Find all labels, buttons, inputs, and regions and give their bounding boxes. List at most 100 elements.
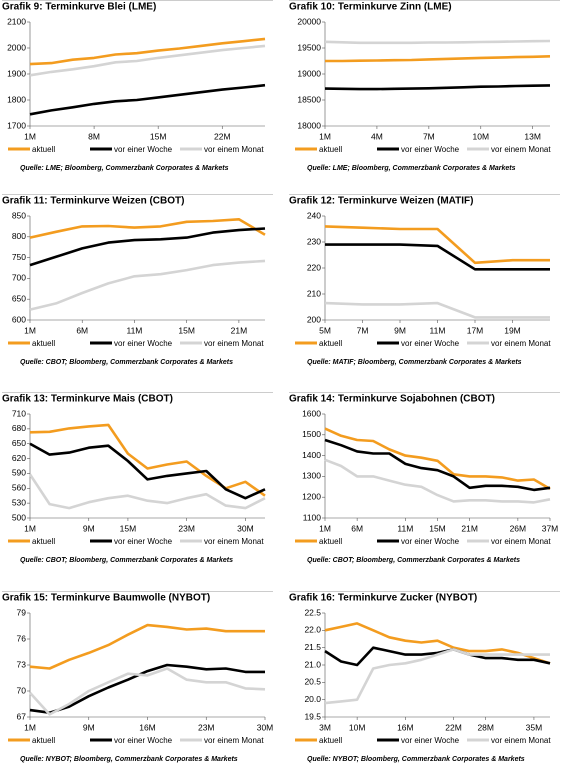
y-tick-label: 2000 <box>7 42 26 52</box>
y-tick-label: 73 <box>17 659 27 669</box>
source-note: Quelle: MATIF; Bloomberg, Commerzbank Co… <box>307 359 522 366</box>
legend-label: aktuell <box>319 537 342 546</box>
x-tick-label: 15M <box>429 523 446 533</box>
series-line <box>324 39 551 45</box>
legend-label: aktuell <box>32 339 55 348</box>
series-line <box>324 646 551 667</box>
legend-label: vor einem Monat <box>204 736 264 745</box>
y-tick-label: 76 <box>17 633 27 643</box>
x-tick-label: 1M <box>319 523 331 533</box>
series-line <box>324 458 551 504</box>
series-line <box>29 44 266 77</box>
x-tick-label: 7M <box>357 325 369 335</box>
legend-label: aktuell <box>319 339 342 348</box>
x-tick-label: 15M <box>150 131 167 141</box>
y-tick-label: 2100 <box>7 16 26 26</box>
y-tick-label: 22.0 <box>304 625 321 635</box>
series-line <box>324 427 551 491</box>
legend-label: vor einem Monat <box>491 339 551 348</box>
x-tick-label: 9M <box>83 523 95 533</box>
source-note: Quelle: CBOT; Bloomberg, Commerzbank Cor… <box>20 359 233 366</box>
y-tick-label: 560 <box>12 483 26 493</box>
y-tick-label: 19500 <box>297 42 321 52</box>
x-tick-label: 6M <box>76 325 88 335</box>
legend-label: aktuell <box>32 145 55 154</box>
legend-label: vor einem Monat <box>491 145 551 154</box>
y-tick-label: 700 <box>12 273 26 283</box>
x-tick-label: 8M <box>88 131 100 141</box>
y-tick-label: 650 <box>12 438 26 448</box>
y-tick-label: 230 <box>307 236 321 246</box>
x-tick-label: 21M <box>231 325 248 335</box>
y-tick-label: 22.5 <box>304 607 321 617</box>
legend-label: vor einem Monat <box>204 339 264 348</box>
x-tick-label: 30M <box>237 523 254 533</box>
legend-label: vor einer Woche <box>114 736 173 745</box>
series-line <box>324 84 551 91</box>
legend-label: vor einem Monat <box>204 537 264 546</box>
chart-title: Grafik 12: Terminkurve Weizen (MATIF) <box>289 196 473 207</box>
x-tick-label: 1M <box>24 131 36 141</box>
x-tick-label: 1M <box>319 131 331 141</box>
series-line <box>29 227 266 267</box>
chart-title: Grafik 10: Terminkurve Zinn (LME) <box>289 2 452 13</box>
x-tick-label: 10M <box>472 131 489 141</box>
y-tick-label: 1600 <box>302 408 321 418</box>
legend-label: aktuell <box>319 736 342 745</box>
x-tick-label: 30M <box>257 722 274 732</box>
series-line <box>28 473 266 510</box>
series-line <box>324 622 551 665</box>
x-tick-label: 9M <box>394 325 406 335</box>
y-tick-label: 18500 <box>297 94 321 104</box>
legend-label: vor einem Monat <box>491 537 551 546</box>
x-tick-label: 6M <box>351 523 363 533</box>
y-tick-label: 210 <box>307 288 321 298</box>
series-line <box>325 243 550 271</box>
series-line <box>29 83 266 116</box>
source-note: Quelle: CBOT; Bloomberg, Commerzbank Cor… <box>20 557 233 564</box>
source-note: Quelle: LME; Bloomberg, Commerzbank Corp… <box>20 165 229 172</box>
x-tick-label: 5M <box>319 325 331 335</box>
x-tick-label: 28M <box>477 722 494 732</box>
legend-label: vor einer Woche <box>401 339 460 348</box>
x-tick-label: 1M <box>24 523 36 533</box>
y-tick-label: 70 <box>17 685 27 695</box>
y-tick-label: 1800 <box>7 94 26 104</box>
x-tick-label: 23M <box>198 722 215 732</box>
y-tick-label: 710 <box>12 408 26 418</box>
y-tick-label: 200 <box>307 314 321 324</box>
legend-label: vor einer Woche <box>401 145 460 154</box>
y-tick-label: 20.5 <box>304 677 321 687</box>
x-tick-label: 10M <box>349 722 366 732</box>
x-tick-label: 15M <box>120 523 137 533</box>
series-line <box>324 438 551 492</box>
y-tick-label: 650 <box>12 293 26 303</box>
y-tick-label: 1500 <box>302 429 321 439</box>
source-note: Quelle: NYBOT; Bloomberg, Commerzbank Co… <box>20 756 238 763</box>
legend-label: vor einer Woche <box>401 537 460 546</box>
chart-title: Grafik 15: Terminkurve Baumwolle (NYBOT) <box>2 593 210 604</box>
chart-title: Grafik 11: Terminkurve Weizen (CBOT) <box>2 196 184 207</box>
x-tick-label: 1M <box>24 325 36 335</box>
series-line <box>29 667 266 716</box>
source-note: Quelle: NYBOT; Bloomberg, Commerzbank Co… <box>307 756 525 763</box>
x-tick-label: 11M <box>397 523 413 533</box>
y-tick-label: 530 <box>12 497 26 507</box>
series-line <box>324 225 550 265</box>
y-tick-label: 220 <box>307 262 321 272</box>
y-tick-label: 750 <box>12 252 26 262</box>
y-tick-label: 1400 <box>302 450 321 460</box>
legend-label: vor einem Monat <box>204 145 264 154</box>
x-tick-label: 21M <box>461 523 478 533</box>
x-tick-label: 15M <box>178 325 195 335</box>
chart-title: Grafik 9: Terminkurve Blei (LME) <box>2 2 156 13</box>
y-tick-label: 79 <box>17 607 27 617</box>
legend-label: aktuell <box>319 145 342 154</box>
x-tick-label: 35M <box>526 722 543 732</box>
chart-title: Grafik 16: Terminkurve Zucker (NYBOT) <box>289 593 477 604</box>
y-tick-label: 240 <box>307 210 321 220</box>
y-tick-label: 800 <box>12 231 26 241</box>
x-tick-label: 1M <box>24 722 36 732</box>
legend-label: aktuell <box>32 537 55 546</box>
